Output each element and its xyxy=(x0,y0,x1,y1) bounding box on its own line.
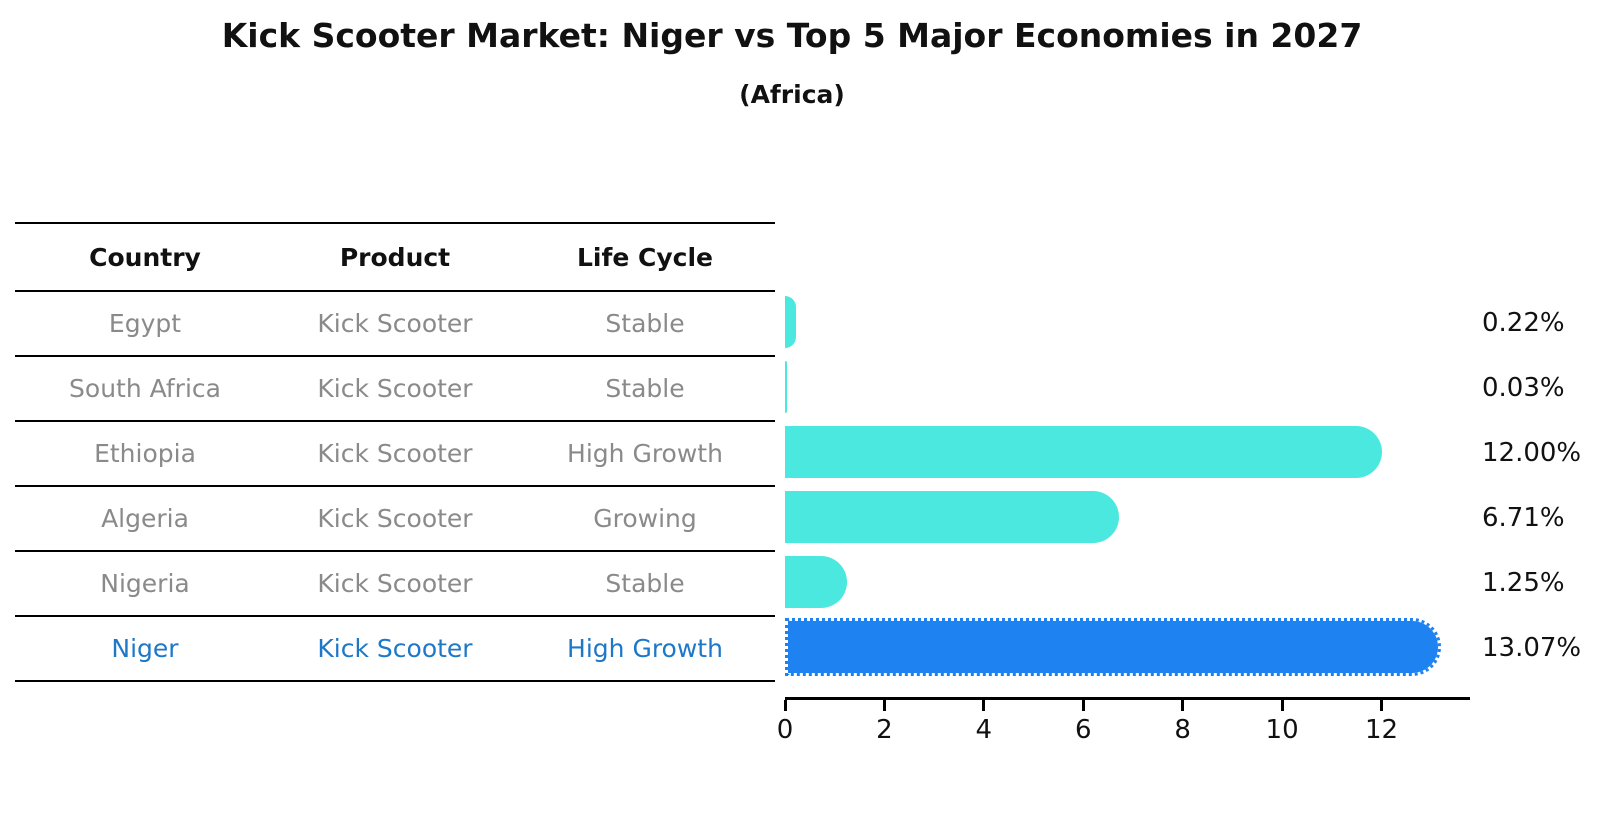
x-axis-tick-label: 0 xyxy=(776,715,794,745)
life-cycle-cell: Growing xyxy=(593,504,697,533)
bar-algeria xyxy=(785,491,1119,543)
country-cell: Ethiopia xyxy=(94,439,196,468)
x-axis-tick-label: 4 xyxy=(975,715,993,745)
x-axis-tick xyxy=(1081,700,1085,711)
country-cell: Niger xyxy=(111,634,179,663)
x-axis-tick-label: 8 xyxy=(1174,715,1191,745)
country-table: Country Product Life Cycle Egypt Kick Sc… xyxy=(15,222,775,682)
table-row-south-africa: South Africa Kick Scooter Stable xyxy=(15,357,775,422)
product-cell: Kick Scooter xyxy=(317,309,473,338)
bar-ethiopia xyxy=(785,426,1382,478)
x-axis-tick-label: 2 xyxy=(876,715,893,745)
value-label-ethiopia: 12.00% xyxy=(1482,437,1582,468)
x-axis-line xyxy=(785,697,1470,700)
bar-south-africa xyxy=(785,361,787,413)
bar-row-egypt: 0.22% xyxy=(785,290,1565,355)
chart-title: Kick Scooter Market: Niger vs Top 5 Majo… xyxy=(221,16,1363,55)
x-axis-tick xyxy=(783,700,787,711)
table-row-ethiopia: Ethiopia Kick Scooter High Growth xyxy=(15,422,775,487)
table-header-row: Country Product Life Cycle xyxy=(15,224,775,292)
value-label-niger: 13.07% xyxy=(1482,632,1582,663)
bar-row-ethiopia: 12.00% xyxy=(785,420,1581,485)
bar-row-niger: 13.07% xyxy=(785,615,1581,680)
life-cycle-cell: Stable xyxy=(605,374,685,403)
x-axis-tick xyxy=(882,700,886,711)
value-label-egypt: 0.22% xyxy=(1482,307,1565,338)
value-label-algeria: 6.71% xyxy=(1482,502,1565,533)
bar-row-south-africa: 0.03% xyxy=(785,355,1565,420)
product-cell: Kick Scooter xyxy=(317,634,473,663)
x-axis: 0 2 4 6 8 10 12 xyxy=(777,697,1470,757)
column-header-product: Product xyxy=(339,242,451,272)
country-cell: Nigeria xyxy=(100,569,190,598)
bar-niger xyxy=(785,618,1441,676)
column-header-life-cycle: Life Cycle xyxy=(576,242,714,272)
table-row-egypt: Egypt Kick Scooter Stable xyxy=(15,292,775,357)
country-cell: Algeria xyxy=(101,504,189,533)
product-cell: Kick Scooter xyxy=(317,439,473,468)
life-cycle-cell: Stable xyxy=(605,569,685,598)
life-cycle-cell: Stable xyxy=(605,309,685,338)
x-axis-tick-label: 12 xyxy=(1364,715,1399,745)
product-cell: Kick Scooter xyxy=(317,569,473,598)
table-row-niger: Niger Kick Scooter High Growth xyxy=(15,617,775,682)
table-row-nigeria: Nigeria Kick Scooter Stable xyxy=(15,552,775,617)
bar-egypt xyxy=(785,296,796,348)
value-label-nigeria: 1.25% xyxy=(1482,567,1565,598)
column-header-country: Country xyxy=(89,242,201,272)
bar-row-algeria: 6.71% xyxy=(785,485,1565,550)
bar-row-nigeria: 1.25% xyxy=(785,550,1565,615)
x-axis-tick xyxy=(982,700,986,711)
value-label-south-africa: 0.03% xyxy=(1482,372,1565,403)
bar-nigeria xyxy=(785,556,848,608)
bar-chart: 0.22% 0.03% 12.00% 6.71% 1.25% 13.07% 0 2… xyxy=(777,290,1581,745)
country-cell: Egypt xyxy=(108,309,182,338)
life-cycle-cell: High Growth xyxy=(567,634,723,663)
product-cell: Kick Scooter xyxy=(317,504,473,533)
chart-subtitle: (Africa) xyxy=(739,80,845,109)
x-axis-tick xyxy=(1280,700,1284,711)
table-row-algeria: Algeria Kick Scooter Growing xyxy=(15,487,775,552)
x-axis-tick-label: 10 xyxy=(1265,715,1299,745)
product-cell: Kick Scooter xyxy=(317,374,473,403)
x-axis-tick xyxy=(1380,700,1384,711)
life-cycle-cell: High Growth xyxy=(567,439,723,468)
x-axis-tick xyxy=(1181,700,1185,711)
country-cell: South Africa xyxy=(69,374,221,403)
x-axis-tick-label: 6 xyxy=(1074,715,1092,745)
